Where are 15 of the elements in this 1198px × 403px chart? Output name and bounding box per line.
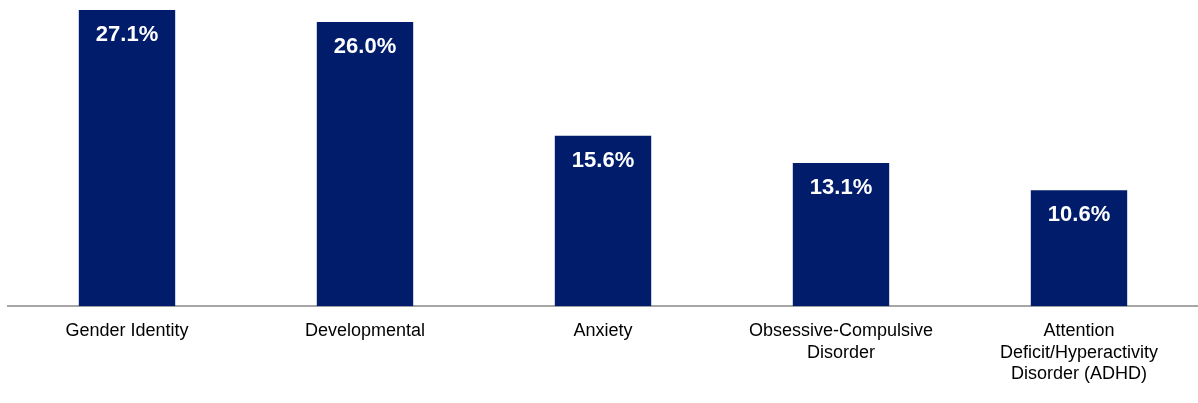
x-tick-label: Obsessive-Compulsive Disorder bbox=[748, 319, 934, 362]
x-tick-label: Gender Identity bbox=[65, 319, 189, 340]
x-tick-label: Attention Deficit/Hyperactivity Disorder (ADHD) bbox=[999, 319, 1159, 384]
bar bbox=[792, 163, 890, 307]
bar bbox=[78, 10, 176, 307]
bar bbox=[1030, 190, 1128, 307]
x-tick-label: Developmental bbox=[304, 319, 426, 340]
data-label: 15.6% bbox=[571, 146, 635, 172]
x-tick-label: Anxiety bbox=[573, 319, 633, 340]
data-label: 10.6% bbox=[1047, 201, 1111, 227]
data-label: 27.1% bbox=[95, 21, 159, 47]
data-label: 26.0% bbox=[333, 33, 397, 59]
bar bbox=[316, 22, 414, 307]
bar bbox=[554, 135, 652, 307]
data-label: 13.1% bbox=[809, 174, 873, 200]
